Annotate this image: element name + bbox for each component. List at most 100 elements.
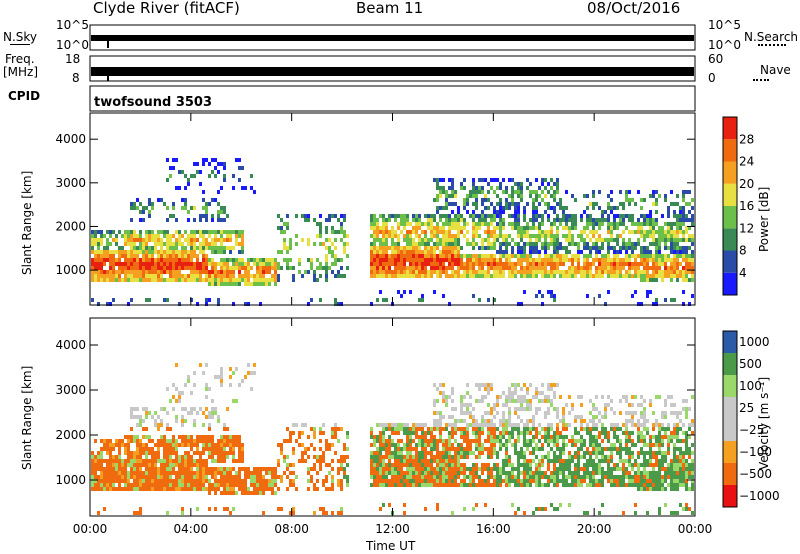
heatmap-cell — [256, 491, 259, 495]
heatmap-cell — [172, 250, 175, 254]
heatmap-cell — [493, 451, 496, 455]
heatmap-cell — [598, 258, 601, 262]
heatmap-cell — [544, 455, 547, 459]
heatmap-cell — [406, 455, 409, 459]
heatmap-cell — [313, 487, 316, 491]
heatmap-cell — [139, 234, 142, 238]
heatmap-cell — [175, 399, 178, 403]
heatmap-cell — [208, 487, 211, 491]
heatmap-cell — [199, 479, 202, 483]
heatmap-cell — [532, 475, 535, 479]
heatmap-cell — [277, 262, 280, 266]
heatmap-cell — [571, 435, 574, 439]
heatmap-cell — [649, 254, 652, 258]
heatmap-cell — [577, 483, 580, 487]
heatmap-cell — [286, 467, 289, 471]
heatmap-cell — [100, 451, 103, 455]
heatmap-cell — [553, 182, 556, 186]
heatmap-cell — [463, 435, 466, 439]
heatmap-cell — [586, 246, 589, 250]
heatmap-cell — [634, 511, 637, 515]
heatmap-cell — [208, 202, 211, 206]
heatmap-cell — [592, 403, 595, 407]
heatmap-cell — [499, 206, 502, 210]
heatmap-cell — [118, 246, 121, 250]
heatmap-cell — [529, 443, 532, 447]
heatmap-cell — [436, 475, 439, 479]
heatmap-cell — [229, 479, 232, 483]
heatmap-cell — [601, 222, 604, 226]
heatmap-cell — [133, 274, 136, 278]
heatmap-cell — [118, 266, 121, 270]
heatmap-cell — [175, 270, 178, 274]
heatmap-cell — [199, 471, 202, 475]
heatmap-cell — [322, 511, 325, 515]
heatmap-cell — [463, 262, 466, 266]
heatmap-cell — [589, 238, 592, 242]
heatmap-cell — [547, 407, 550, 411]
heatmap-cell — [559, 242, 562, 246]
heatmap-cell — [475, 194, 478, 198]
heatmap-cell — [385, 475, 388, 479]
heatmap-cell — [412, 463, 415, 467]
heatmap-cell — [376, 467, 379, 471]
heatmap-cell — [376, 222, 379, 226]
heatmap-cell — [628, 451, 631, 455]
heatmap-cell — [553, 391, 556, 395]
heatmap-cell — [394, 214, 397, 218]
heatmap-cell — [436, 443, 439, 447]
heatmap-cell — [163, 250, 166, 254]
heatmap-cell — [199, 487, 202, 491]
heatmap-cell — [139, 419, 142, 423]
heatmap-cell — [643, 262, 646, 266]
heatmap-cell — [385, 274, 388, 278]
heatmap-cell — [526, 443, 529, 447]
heatmap-cell — [256, 282, 259, 286]
heatmap-cell — [385, 226, 388, 230]
heatmap-cell — [199, 435, 202, 439]
heatmap-cell — [202, 246, 205, 250]
heatmap-cell — [133, 415, 136, 419]
heatmap-cell — [202, 487, 205, 491]
heatmap-cell — [676, 194, 679, 198]
heatmap-cell — [385, 451, 388, 455]
heatmap-cell — [658, 234, 661, 238]
heatmap-cell — [526, 202, 529, 206]
heatmap-cell — [535, 467, 538, 471]
heatmap-cell — [610, 459, 613, 463]
heatmap-cell — [130, 202, 133, 206]
heatmap-cell — [481, 423, 484, 427]
heatmap-cell — [181, 198, 184, 202]
heatmap-cell — [481, 222, 484, 226]
heatmap-cell — [610, 475, 613, 479]
heatmap-cell — [130, 463, 133, 467]
heatmap-cell — [409, 262, 412, 266]
heatmap-cell — [529, 407, 532, 411]
heatmap-cell — [526, 387, 529, 391]
heatmap-cell — [211, 487, 214, 491]
heatmap-cell — [289, 511, 292, 515]
heatmap-cell — [178, 278, 181, 282]
heatmap-cell — [466, 435, 469, 439]
heatmap-cell — [616, 214, 619, 218]
heatmap-cell — [445, 483, 448, 487]
heatmap-cell — [184, 274, 187, 278]
heatmap-cell — [151, 459, 154, 463]
heatmap-cell — [130, 455, 133, 459]
heatmap-cell — [109, 443, 112, 447]
heatmap-cell — [475, 423, 478, 427]
heatmap-cell — [529, 246, 532, 250]
heatmap-cell — [472, 266, 475, 270]
heatmap-cell — [172, 463, 175, 467]
heatmap-cell — [202, 463, 205, 467]
heatmap-cell — [604, 407, 607, 411]
heatmap-cell — [646, 214, 649, 218]
heatmap-cell — [187, 178, 190, 182]
heatmap-cell — [556, 439, 559, 443]
heatmap-cell — [277, 507, 280, 511]
freq-tick-top: 18 — [65, 52, 81, 66]
heatmap-cell — [682, 274, 685, 278]
heatmap-cell — [445, 427, 448, 431]
heatmap-cell — [520, 302, 523, 306]
heatmap-cell — [223, 447, 226, 451]
